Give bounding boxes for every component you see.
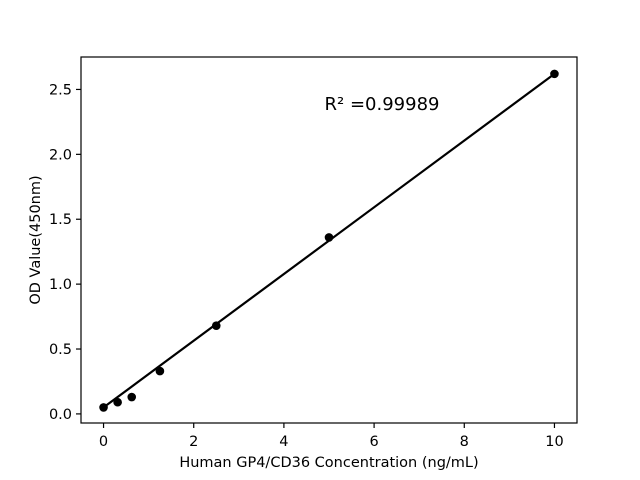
data-point <box>155 366 165 376</box>
data-point <box>324 233 334 242</box>
data-point <box>211 321 221 330</box>
x-tick-label: 6 <box>369 434 378 450</box>
data-point <box>550 69 559 79</box>
plot-area: 0 2 4 6 8 10 0.0 0.5 1.0 1.5 2.0 2.5 <box>49 56 578 450</box>
x-tick-label: 8 <box>460 434 469 450</box>
x-tick-label: 4 <box>279 434 288 450</box>
y-tick-label: 0.5 <box>49 342 72 358</box>
y-axis-label: OD Value(450nm) <box>28 175 44 304</box>
x-tick-label: 10 <box>545 434 563 450</box>
x-tick-label: 0 <box>99 434 108 450</box>
x-tick-label: 2 <box>189 434 198 450</box>
y-tick-label: 0.0 <box>49 407 72 423</box>
x-axis-label: Human GP4/CD36 Concentration (ng/mL) <box>179 455 478 471</box>
data-point <box>113 397 122 407</box>
plot-frame <box>80 56 578 424</box>
y-tick-label: 2.5 <box>49 82 72 98</box>
data-point <box>127 392 137 402</box>
data-point <box>99 403 108 412</box>
y-tick-label: 2.0 <box>49 147 72 163</box>
r-squared-annotation: R² =0.99989 <box>325 94 440 115</box>
y-tick-label: 1.0 <box>49 277 72 293</box>
y-tick-label: 1.5 <box>49 212 72 228</box>
